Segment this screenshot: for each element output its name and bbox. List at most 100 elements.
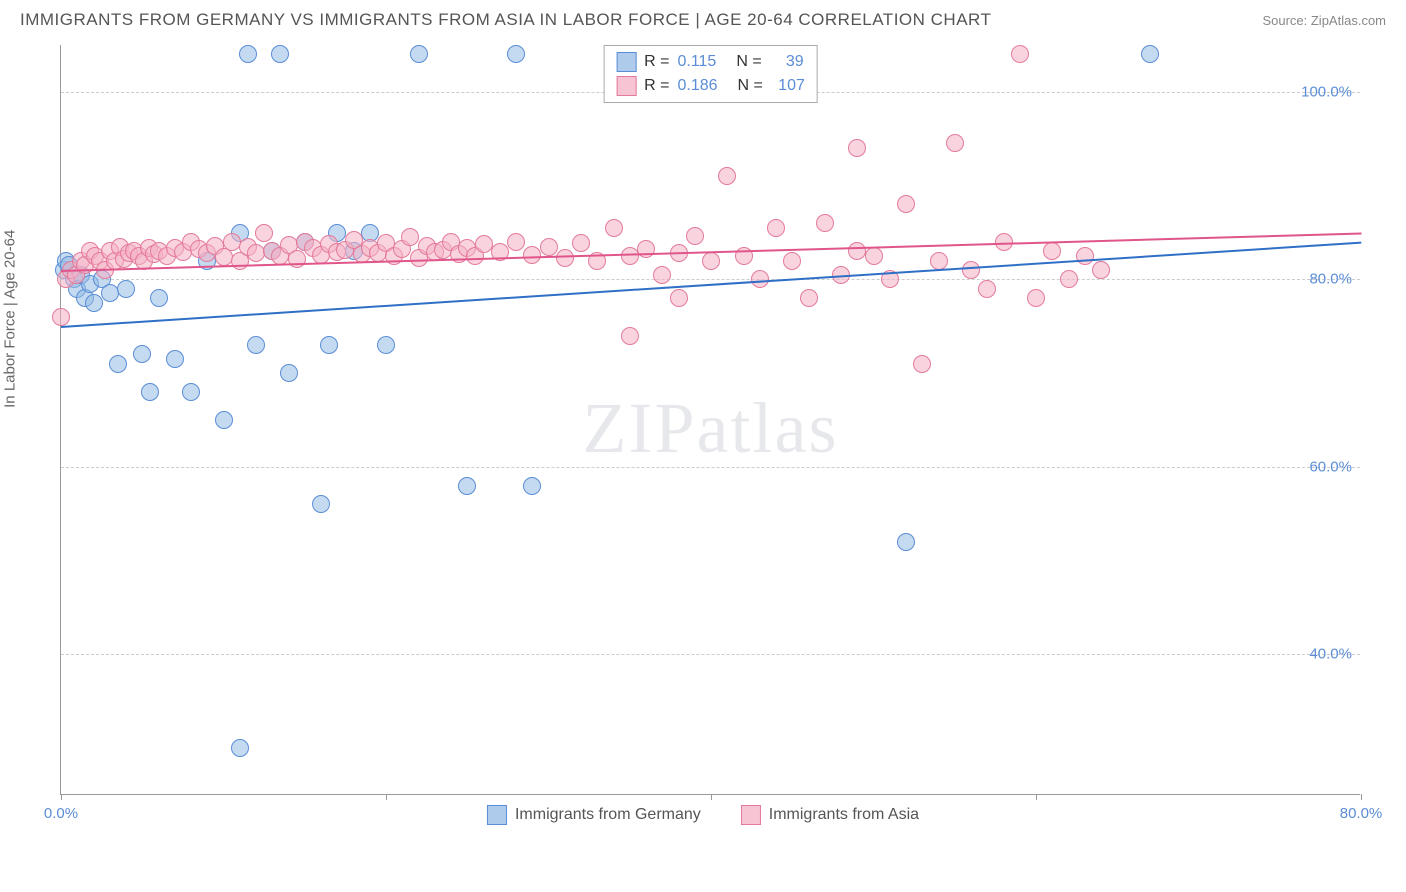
- y-tick-label: 80.0%: [1309, 271, 1352, 288]
- scatter-point-asia: [475, 235, 493, 253]
- watermark: ZIPatlas: [583, 386, 839, 469]
- scatter-point-asia: [223, 233, 241, 251]
- scatter-point-germany: [85, 294, 103, 312]
- y-tick-label: 100.0%: [1301, 83, 1352, 100]
- legend-correlation: R = 0.115 N = 39 R = 0.186 N = 107: [603, 45, 818, 103]
- legend-series-label: Immigrants from Germany: [515, 806, 701, 824]
- scatter-point-asia: [621, 327, 639, 345]
- scatter-point-germany: [280, 364, 298, 382]
- plot-area: ZIPatlas R = 0.115 N = 39 R = 0.186 N = 107 40.…: [60, 45, 1360, 795]
- scatter-point-germany: [166, 350, 184, 368]
- scatter-point-asia: [848, 139, 866, 157]
- scatter-point-asia: [865, 247, 883, 265]
- scatter-point-asia: [897, 195, 915, 213]
- scatter-point-asia: [637, 240, 655, 258]
- scatter-point-asia: [702, 252, 720, 270]
- chart-container: In Labor Force | Age 20-64 ZIPatlas R =0…: [20, 35, 1386, 835]
- chart-header: IMMIGRANTS FROM GERMANY VS IMMIGRANTS FR…: [0, 0, 1406, 35]
- legend-r-label: R =: [644, 77, 669, 95]
- legend-series-label: Immigrants from Asia: [769, 806, 919, 824]
- gridline: [61, 467, 1360, 468]
- scatter-point-germany: [523, 477, 541, 495]
- scatter-point-asia: [783, 252, 801, 270]
- x-tick: [711, 794, 712, 800]
- legend-series-item: Immigrants from Germany: [487, 805, 701, 825]
- scatter-point-asia: [572, 234, 590, 252]
- scatter-point-asia: [605, 219, 623, 237]
- scatter-point-asia: [507, 233, 525, 251]
- x-tick-label: 0.0%: [44, 805, 78, 822]
- scatter-point-asia: [540, 238, 558, 256]
- x-tick: [1361, 794, 1362, 800]
- scatter-point-asia: [816, 214, 834, 232]
- legend-swatch-icon: [741, 805, 761, 825]
- scatter-point-asia: [1092, 261, 1110, 279]
- legend-r-label: R =: [644, 53, 669, 71]
- scatter-point-asia: [913, 355, 931, 373]
- scatter-point-asia: [800, 289, 818, 307]
- scatter-point-germany: [320, 336, 338, 354]
- legend-r-value: 0.186: [677, 77, 717, 95]
- scatter-point-germany: [231, 739, 249, 757]
- gridline: [61, 279, 1360, 280]
- scatter-point-asia: [247, 244, 265, 262]
- x-tick: [61, 794, 62, 800]
- scatter-point-asia: [52, 308, 70, 326]
- scatter-point-germany: [182, 383, 200, 401]
- scatter-point-germany: [117, 280, 135, 298]
- scatter-point-germany: [377, 336, 395, 354]
- x-tick: [1036, 794, 1037, 800]
- legend-swatch-icon: [616, 76, 636, 96]
- scatter-point-germany: [150, 289, 168, 307]
- legend-swatch-icon: [616, 52, 636, 72]
- chart-source: Source: ZipAtlas.com: [1262, 13, 1386, 28]
- scatter-point-germany: [1141, 45, 1159, 63]
- scatter-point-germany: [897, 533, 915, 551]
- y-tick-label: 60.0%: [1309, 458, 1352, 475]
- scatter-point-asia: [556, 249, 574, 267]
- scatter-point-asia: [523, 246, 541, 264]
- legend-swatch-icon: [487, 805, 507, 825]
- scatter-point-germany: [109, 355, 127, 373]
- scatter-point-asia: [401, 228, 419, 246]
- legend-series: Immigrants from Germany Immigrants from A…: [487, 805, 919, 825]
- scatter-point-germany: [141, 383, 159, 401]
- legend-correlation-row: R = 0.186 N = 107: [616, 74, 805, 98]
- y-tick-label: 40.0%: [1309, 646, 1352, 663]
- legend-r-value: 0.115: [677, 53, 716, 71]
- legend-series-item: Immigrants from Asia: [741, 805, 919, 825]
- legend-n-label: N =: [736, 53, 761, 71]
- scatter-point-germany: [458, 477, 476, 495]
- chart-title: IMMIGRANTS FROM GERMANY VS IMMIGRANTS FR…: [20, 10, 991, 30]
- scatter-point-germany: [133, 345, 151, 363]
- legend-n-value: 39: [770, 53, 804, 71]
- scatter-point-asia: [653, 266, 671, 284]
- scatter-point-asia: [1011, 45, 1029, 63]
- scatter-point-germany: [507, 45, 525, 63]
- scatter-point-asia: [1076, 247, 1094, 265]
- x-tick: [386, 794, 387, 800]
- scatter-point-asia: [978, 280, 996, 298]
- scatter-point-asia: [686, 227, 704, 245]
- scatter-point-asia: [1027, 289, 1045, 307]
- scatter-point-asia: [255, 224, 273, 242]
- scatter-point-asia: [962, 261, 980, 279]
- gridline: [61, 654, 1360, 655]
- legend-n-label: N =: [738, 77, 763, 95]
- scatter-point-asia: [767, 219, 785, 237]
- scatter-point-asia: [1060, 270, 1078, 288]
- scatter-point-asia: [1043, 242, 1061, 260]
- scatter-point-asia: [718, 167, 736, 185]
- scatter-point-germany: [239, 45, 257, 63]
- scatter-point-asia: [848, 242, 866, 260]
- scatter-point-germany: [247, 336, 265, 354]
- scatter-point-germany: [215, 411, 233, 429]
- scatter-point-asia: [670, 289, 688, 307]
- x-tick-label: 80.0%: [1340, 805, 1383, 822]
- scatter-point-asia: [930, 252, 948, 270]
- legend-n-value: 107: [771, 77, 805, 95]
- legend-correlation-row: R = 0.115 N = 39: [616, 50, 805, 74]
- scatter-point-germany: [410, 45, 428, 63]
- scatter-point-germany: [271, 45, 289, 63]
- scatter-point-asia: [946, 134, 964, 152]
